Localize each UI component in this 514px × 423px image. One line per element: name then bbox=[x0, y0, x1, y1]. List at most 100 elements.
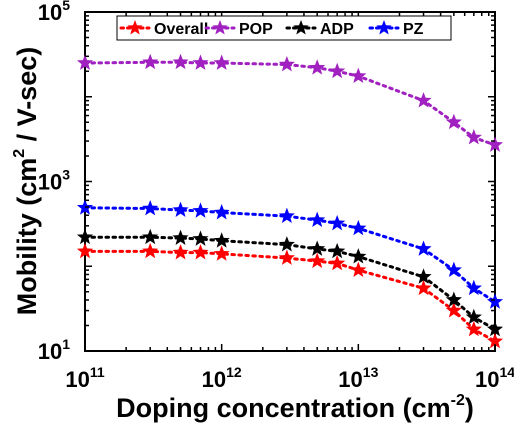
data-point-pop bbox=[309, 59, 326, 75]
data-point-pop bbox=[278, 56, 295, 72]
data-point-pop bbox=[329, 62, 346, 79]
data-point-pop bbox=[350, 67, 367, 84]
data-point-overall bbox=[486, 332, 504, 349]
data-point-overall bbox=[309, 252, 326, 268]
legend-label-pop: POP bbox=[239, 21, 273, 38]
data-point-adp bbox=[172, 229, 189, 245]
x-axis-label-end: ) bbox=[465, 393, 474, 423]
legend-marker-pop bbox=[212, 20, 228, 35]
x-tick-exponent: 12 bbox=[226, 364, 242, 380]
data-point-adp bbox=[192, 230, 209, 246]
legend-marker-adp bbox=[293, 20, 309, 35]
data-point-pop bbox=[486, 136, 504, 152]
series-pz bbox=[76, 199, 504, 309]
data-point-overall bbox=[329, 254, 346, 271]
legend-entry-adp: ADP bbox=[285, 20, 354, 38]
y-tick-base: 10 bbox=[38, 0, 62, 25]
data-point-overall bbox=[465, 320, 482, 337]
data-point-pz bbox=[329, 214, 346, 231]
data-point-adp bbox=[445, 291, 462, 307]
data-point-pz bbox=[213, 204, 230, 220]
data-point-overall bbox=[76, 242, 94, 259]
data-point-pz bbox=[309, 211, 326, 228]
y-tick-exponent: 1 bbox=[62, 336, 70, 352]
data-point-adp bbox=[213, 232, 230, 248]
data-point-pz bbox=[172, 201, 189, 217]
y-tick-exponent: 5 bbox=[62, 0, 70, 13]
legend: Overall POP ADP PZ bbox=[116, 15, 452, 41]
data-point-pop bbox=[465, 129, 482, 145]
data-point-overall bbox=[213, 245, 230, 261]
x-tick-base: 10 bbox=[65, 367, 89, 392]
data-point-adp bbox=[486, 320, 504, 337]
y-axis-label-end: / V-sec) bbox=[12, 47, 42, 149]
data-point-adp bbox=[76, 228, 94, 245]
legend-entry-pz: PZ bbox=[368, 20, 424, 38]
data-point-adp bbox=[309, 240, 326, 256]
data-point-pz bbox=[445, 261, 462, 277]
y-tick-label: 103 bbox=[38, 167, 70, 195]
series-adp bbox=[76, 228, 504, 337]
series-overall bbox=[76, 242, 504, 349]
data-point-overall bbox=[172, 244, 189, 260]
data-point-adp bbox=[329, 242, 346, 259]
data-point-overall bbox=[192, 244, 209, 260]
data-point-pop bbox=[415, 92, 432, 108]
data-point-pop bbox=[445, 113, 462, 130]
data-point-pz bbox=[465, 279, 482, 296]
y-axis-label-superscript: 2 bbox=[11, 149, 28, 158]
y-tick-label: 101 bbox=[38, 336, 70, 364]
legend-marker-pz bbox=[376, 20, 392, 35]
y-axis-label-main: Mobility (cm bbox=[12, 158, 42, 316]
x-tick-label: 1014 bbox=[475, 364, 514, 392]
data-point-pop bbox=[76, 54, 94, 70]
legend-label-adp: ADP bbox=[320, 21, 354, 38]
series-pop bbox=[76, 53, 504, 152]
legend-label-pz: PZ bbox=[403, 21, 424, 38]
x-tick-base: 10 bbox=[338, 367, 362, 392]
data-point-pop bbox=[213, 54, 230, 70]
series-line-overall bbox=[83, 249, 497, 343]
data-point-pz bbox=[192, 202, 209, 218]
x-axis-label: Doping concentration (cm-2) bbox=[116, 392, 474, 423]
data-point-adp bbox=[278, 236, 295, 252]
data-point-pz bbox=[415, 240, 432, 256]
x-tick-exponent: 14 bbox=[499, 364, 514, 380]
y-tick-base: 10 bbox=[38, 339, 62, 364]
x-tick-label: 1012 bbox=[202, 364, 242, 392]
data-point-overall bbox=[445, 302, 462, 318]
data-point-overall bbox=[142, 242, 159, 259]
x-tick-base: 10 bbox=[202, 367, 226, 392]
x-tick-exponent: 11 bbox=[90, 364, 105, 380]
data-point-pop bbox=[192, 54, 209, 70]
data-point-adp bbox=[415, 268, 432, 284]
legend-entry-overall: Overall bbox=[119, 20, 208, 38]
data-point-overall bbox=[415, 279, 432, 296]
y-tick-exponent: 3 bbox=[62, 167, 70, 183]
data-point-overall bbox=[350, 261, 367, 277]
data-point-pz bbox=[486, 293, 504, 309]
x-tick-label: 1013 bbox=[338, 364, 378, 392]
x-tick-label: 1011 bbox=[65, 364, 104, 392]
x-axis-label-superscript: -2 bbox=[451, 392, 465, 409]
data-point-adp bbox=[142, 228, 159, 245]
data-point-pz bbox=[278, 207, 295, 224]
y-tick-label: 105 bbox=[38, 0, 70, 25]
x-axis-label-main: Doping concentration (cm bbox=[116, 393, 451, 423]
data-point-pop bbox=[172, 53, 189, 70]
y-axis-label: Mobility (cm2 / V-sec) bbox=[11, 47, 42, 315]
y-tick-base: 10 bbox=[38, 170, 62, 195]
series-line-pop bbox=[83, 60, 497, 147]
data-point-pop bbox=[142, 53, 159, 70]
data-point-adp bbox=[465, 308, 482, 325]
data-point-adp bbox=[350, 248, 367, 264]
data-point-pz bbox=[142, 200, 159, 216]
legend-entry-pop: POP bbox=[204, 20, 273, 38]
data-point-overall bbox=[278, 249, 295, 265]
legend-label-overall: Overall bbox=[154, 21, 208, 38]
series-layer bbox=[76, 53, 504, 349]
x-tick-base: 10 bbox=[475, 367, 499, 392]
data-point-pz bbox=[350, 219, 367, 236]
